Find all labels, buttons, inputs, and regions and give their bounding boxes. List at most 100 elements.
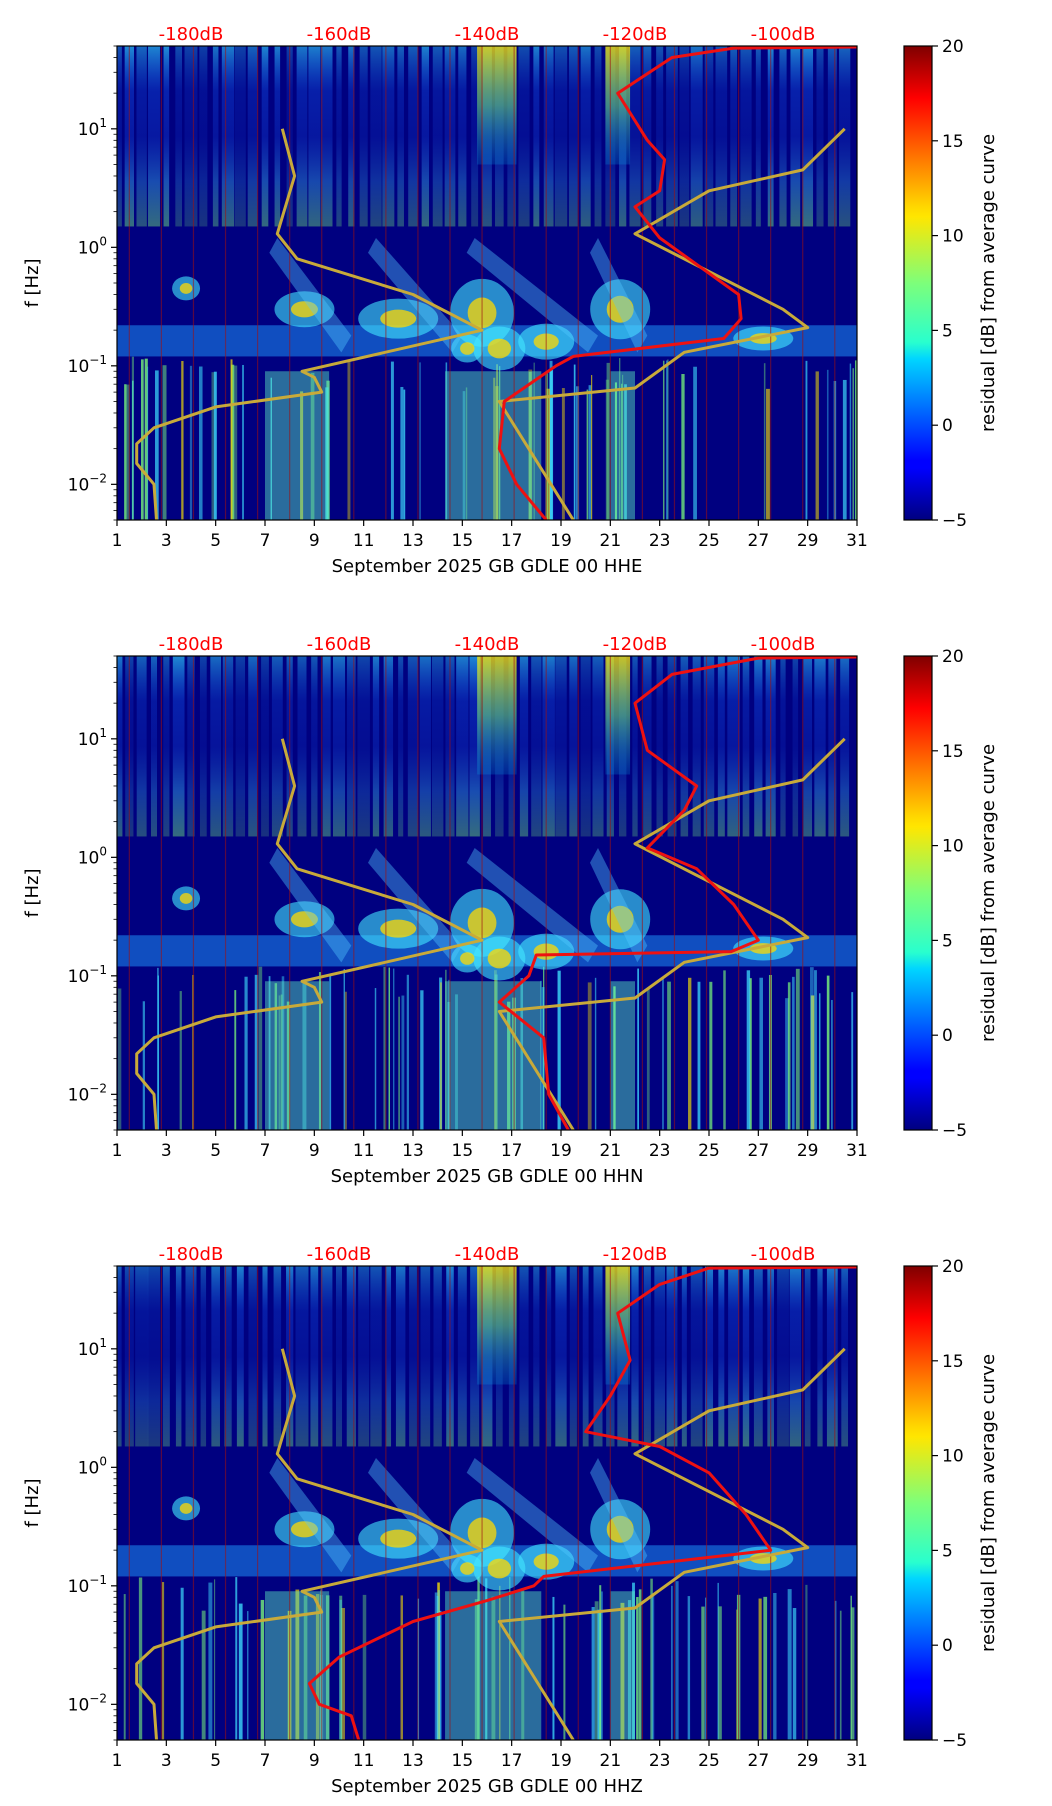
daily-noise-band bbox=[322, 656, 331, 837]
daily-noise-band bbox=[348, 46, 355, 227]
transient-streak bbox=[341, 1607, 345, 1740]
daily-noise-band bbox=[555, 1266, 567, 1447]
db-scale-label: -120dB bbox=[603, 634, 668, 655]
transient-streak bbox=[329, 976, 332, 1130]
daily-noise-band bbox=[816, 46, 824, 227]
low-frequency-zone bbox=[610, 371, 635, 520]
transient-streak bbox=[521, 1590, 525, 1740]
transient-streak bbox=[651, 1593, 655, 1740]
daily-noise-band bbox=[175, 1266, 182, 1447]
transient-streak bbox=[763, 363, 766, 520]
x-tick-label: 11 bbox=[353, 1751, 375, 1771]
daily-noise-band bbox=[828, 656, 837, 837]
transient-streak bbox=[303, 1595, 308, 1740]
daily-noise-band bbox=[295, 1266, 309, 1447]
daily-noise-band bbox=[347, 656, 356, 837]
daily-noise-band bbox=[802, 46, 814, 227]
daily-noise-band bbox=[421, 46, 430, 227]
y-tick-exponent: −2 bbox=[89, 1081, 107, 1095]
storm-blob-core bbox=[460, 952, 475, 965]
colorbar-tick-label: 20 bbox=[942, 37, 964, 57]
daily-noise-band bbox=[827, 46, 837, 227]
transient-streak bbox=[594, 1601, 599, 1740]
daily-noise-band bbox=[117, 656, 123, 837]
transient-streak bbox=[627, 1600, 632, 1740]
y-tick-label: 10−1 bbox=[68, 1573, 107, 1597]
y-tick-base: 10 bbox=[68, 357, 90, 377]
x-tick-label: 1 bbox=[112, 1141, 123, 1161]
transient-streak bbox=[144, 358, 148, 520]
transient-streak bbox=[344, 991, 347, 1130]
transient-streak bbox=[605, 379, 609, 520]
daily-noise-band bbox=[199, 46, 208, 227]
transient-streak bbox=[124, 384, 127, 520]
average-psd-curve bbox=[497, 656, 857, 1130]
transient-streak bbox=[594, 977, 597, 1130]
daily-noise-band bbox=[432, 46, 443, 227]
x-tick-label: 5 bbox=[210, 1751, 221, 1771]
daily-noise-band bbox=[690, 1266, 703, 1447]
y-tick-base: 10 bbox=[68, 475, 90, 495]
x-tick-label: 23 bbox=[649, 531, 671, 551]
daily-noise-band bbox=[332, 656, 346, 837]
y-tick-base: 10 bbox=[68, 967, 90, 987]
y-tick-base: 10 bbox=[78, 730, 100, 750]
daily-noise-band bbox=[431, 656, 444, 837]
daily-noise-band bbox=[839, 46, 851, 227]
transient-streak bbox=[258, 966, 263, 1130]
transient-streak bbox=[805, 360, 808, 520]
transient-streak bbox=[477, 1576, 480, 1740]
transient-streak bbox=[851, 992, 854, 1130]
transient-streak bbox=[736, 1609, 738, 1740]
dispersive-sweep bbox=[466, 847, 598, 963]
daily-noise-band bbox=[681, 1266, 687, 1447]
x-tick-label: 7 bbox=[260, 531, 271, 551]
db-scale-label: -180dB bbox=[159, 1244, 224, 1265]
transient-streak bbox=[211, 372, 215, 520]
daily-noise-band bbox=[704, 46, 714, 227]
daily-noise-band bbox=[407, 656, 419, 837]
daily-noise-band bbox=[433, 1266, 442, 1447]
daily-noise-band bbox=[666, 46, 678, 227]
colorbar-tick-label: 20 bbox=[942, 647, 964, 667]
transient-streak bbox=[540, 980, 542, 1130]
daily-noise-band bbox=[234, 46, 246, 227]
x-tick-label: 27 bbox=[748, 1751, 770, 1771]
transient-streak bbox=[814, 970, 817, 1130]
transient-streak bbox=[393, 968, 395, 1130]
daily-noise-band bbox=[730, 46, 738, 227]
daily-noise-band bbox=[297, 656, 307, 837]
y-tick-base: 10 bbox=[68, 1577, 90, 1597]
daily-noise-band bbox=[261, 46, 269, 227]
db-scale-label: -180dB bbox=[159, 634, 224, 655]
x-tick-label: 29 bbox=[797, 531, 819, 551]
daily-noise-band bbox=[580, 656, 591, 837]
daily-noise-band bbox=[717, 656, 725, 837]
daily-noise-band bbox=[727, 656, 741, 837]
daily-noise-band bbox=[518, 46, 530, 227]
daily-noise-band bbox=[235, 656, 246, 837]
transient-streak bbox=[697, 981, 701, 1130]
x-tick-label: 31 bbox=[846, 1751, 868, 1771]
storm-blob-core bbox=[487, 338, 512, 359]
transient-streak bbox=[792, 976, 795, 1130]
y-tick-exponent: 0 bbox=[99, 234, 107, 248]
daily-noise-band bbox=[346, 1266, 356, 1447]
x-tick-label: 3 bbox=[161, 1751, 172, 1771]
transient-streak bbox=[315, 1594, 320, 1740]
transient-streak bbox=[147, 366, 149, 520]
high-frequency-hotspot bbox=[477, 46, 517, 165]
transient-streak bbox=[374, 988, 377, 1130]
daily-noise-band bbox=[546, 1266, 552, 1447]
transient-streak bbox=[260, 1599, 265, 1740]
x-tick-label: 15 bbox=[452, 1751, 474, 1771]
transient-streak bbox=[494, 974, 498, 1130]
transient-streak bbox=[403, 389, 406, 520]
transient-streak bbox=[234, 990, 237, 1130]
y-tick-exponent: −2 bbox=[89, 1691, 107, 1705]
colorbar-tick-label: 15 bbox=[942, 742, 964, 762]
daily-noise-band bbox=[555, 656, 567, 837]
transient-streak bbox=[758, 1598, 762, 1740]
daily-noise-band bbox=[370, 46, 382, 227]
x-tick-label: 21 bbox=[600, 1751, 622, 1771]
